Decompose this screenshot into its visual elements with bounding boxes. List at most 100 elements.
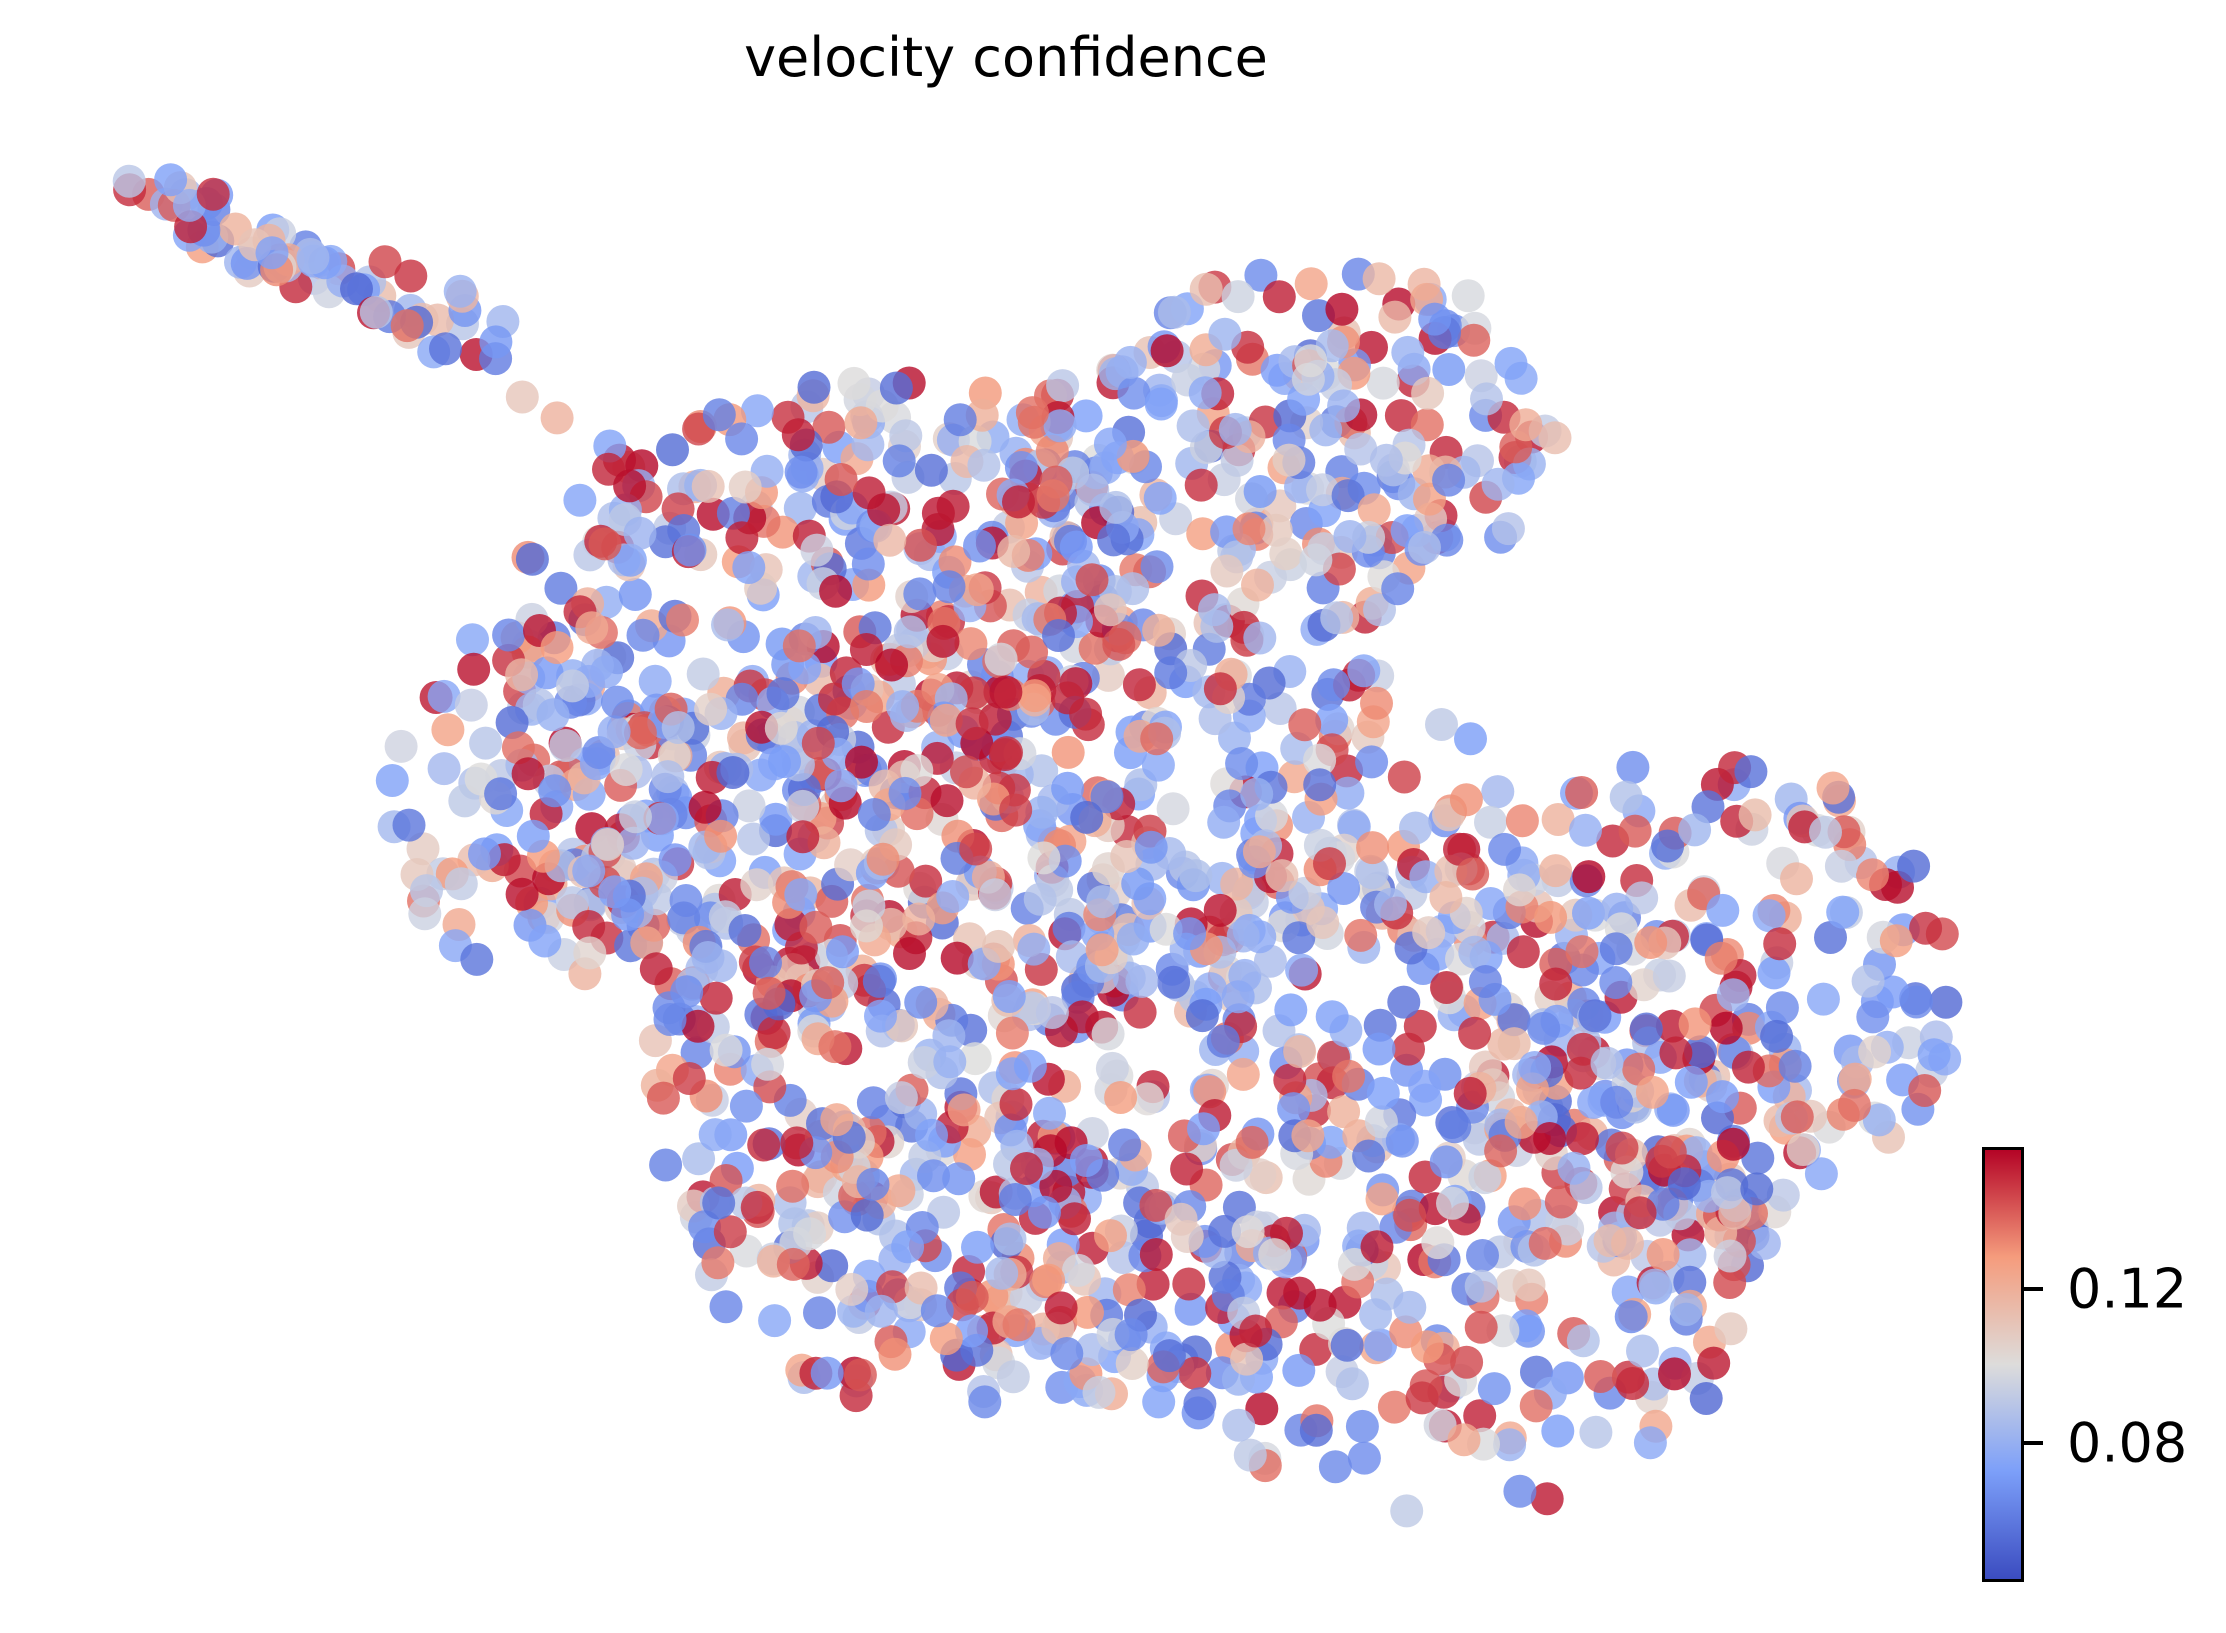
scatter-point <box>1225 747 1259 780</box>
scatter-point <box>1412 916 1446 950</box>
scatter-point <box>1399 811 1432 845</box>
scatter-point <box>926 624 960 658</box>
scatter-point <box>999 793 1033 827</box>
scatter-point <box>701 1246 735 1280</box>
scatter-point <box>955 1314 989 1348</box>
scatter-point <box>1362 262 1396 296</box>
scatter-point <box>786 789 820 823</box>
scatter-point <box>623 516 657 550</box>
scatter-point <box>688 790 722 824</box>
scatter-point <box>904 985 938 1019</box>
scatter-point <box>1856 858 1889 892</box>
scatter-point <box>1929 985 1963 1019</box>
scatter-point <box>882 444 916 478</box>
scatter-point <box>936 489 970 523</box>
scatter-point <box>1002 1308 1036 1342</box>
scatter-point <box>1044 1291 1078 1325</box>
scatter-point <box>1052 911 1086 945</box>
scatter-point <box>505 658 539 692</box>
scatter-point <box>793 1217 827 1251</box>
scatter-point <box>1274 993 1308 1027</box>
scatter-point <box>1403 1009 1437 1043</box>
scatter-point <box>1449 783 1483 817</box>
scatter-point <box>1347 654 1381 688</box>
scatter-point <box>1463 1399 1497 1433</box>
scatter-point <box>1142 1385 1176 1419</box>
scatter-point <box>930 784 964 818</box>
scatter-point <box>1002 485 1035 519</box>
scatter-point <box>801 726 835 760</box>
scatter-point <box>1518 1051 1552 1084</box>
scatter-point <box>1058 1202 1091 1236</box>
scatter-point <box>914 453 948 487</box>
scatter-point <box>752 976 786 1010</box>
scatter-point <box>886 690 920 724</box>
scatter-point <box>1538 421 1572 455</box>
scatter-point <box>495 706 529 739</box>
scatter-point <box>1409 860 1443 894</box>
scatter-point <box>1303 1288 1337 1322</box>
scatter-point <box>1010 1152 1043 1185</box>
scatter-point <box>1360 686 1393 720</box>
scatter-point <box>1303 768 1337 802</box>
scatter-point <box>1564 1056 1598 1090</box>
scatter-point <box>649 1148 683 1182</box>
scatter-point <box>196 177 230 211</box>
scatter-point <box>673 533 707 567</box>
scatter-point <box>1050 1337 1084 1370</box>
scatter-point <box>996 1360 1030 1394</box>
scatter-point <box>1430 971 1463 1004</box>
scatter-point <box>824 769 858 803</box>
scatter-point <box>1157 295 1191 329</box>
scatter-point <box>1443 832 1476 866</box>
scatter-point <box>1503 873 1536 907</box>
scatter-point <box>1207 805 1241 839</box>
scatter-point <box>704 819 738 853</box>
scatter-point <box>688 1210 722 1244</box>
scatter-point <box>1572 860 1606 894</box>
scatter-point <box>618 578 652 611</box>
scatter-point <box>1494 346 1528 380</box>
scatter-point <box>670 975 704 1009</box>
scatter-point <box>1069 399 1103 433</box>
scatter-point <box>1226 919 1260 953</box>
scatter-point <box>1309 413 1343 447</box>
scatter-point <box>1099 490 1133 524</box>
scatter-point <box>1566 1324 1600 1358</box>
scatter-point <box>1804 1157 1838 1191</box>
scatter-point <box>1432 463 1466 497</box>
scatter-point <box>1210 554 1244 588</box>
scatter-point <box>1611 1226 1644 1260</box>
scatter-point <box>907 1046 941 1079</box>
scatter-point <box>1363 1008 1397 1042</box>
scatter-point <box>1091 1017 1125 1051</box>
scatter-point <box>375 764 409 797</box>
scatter-points <box>112 163 1963 1528</box>
scatter-point <box>1408 1069 1442 1103</box>
scatter-point <box>1288 876 1322 910</box>
scatter-point <box>1381 572 1415 606</box>
scatter-point <box>1325 292 1359 326</box>
scatter-point <box>1438 1110 1472 1144</box>
scatter-point <box>1464 1269 1498 1303</box>
scatter-point <box>1488 832 1522 866</box>
scatter-point <box>1320 601 1354 635</box>
scatter-point <box>653 1003 687 1036</box>
scatter-point <box>1333 520 1367 553</box>
scatter-point <box>511 757 545 791</box>
scatter-point <box>468 837 501 871</box>
scatter-point <box>740 394 774 428</box>
scatter-point <box>1184 468 1218 502</box>
scatter-point <box>947 1093 981 1127</box>
scatter-point <box>1150 334 1184 368</box>
scatter-point <box>1493 1428 1527 1462</box>
scatter-point <box>528 924 562 958</box>
scatter-point <box>544 571 578 605</box>
scatter-point <box>1599 966 1633 999</box>
scatter-point <box>390 309 424 343</box>
scatter-point <box>1451 279 1485 313</box>
scatter-point <box>959 832 993 866</box>
scatter-point <box>638 664 672 698</box>
scatter-point <box>1154 656 1188 690</box>
